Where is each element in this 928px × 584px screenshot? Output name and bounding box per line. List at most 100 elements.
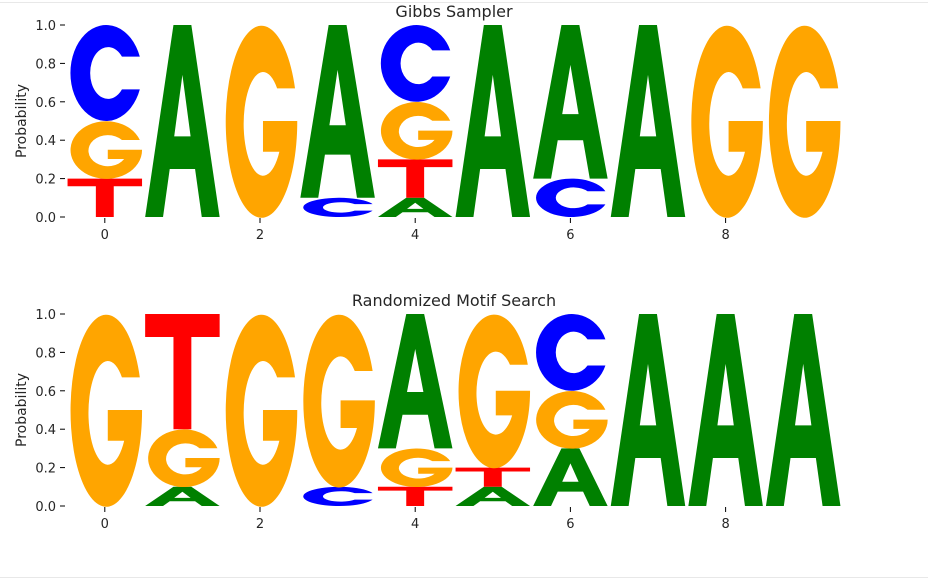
y-axis-label: Probability [14, 373, 30, 447]
letter-C-pos3-shape [303, 197, 373, 217]
letter-T-pos4-shape [377, 159, 453, 198]
letter-T-pos1-shape [145, 314, 220, 430]
y-tick-label: 0.2 [35, 462, 56, 477]
letter-G-pos8 [691, 25, 763, 218]
letter-C-pos0-shape [70, 25, 140, 121]
y-tick-label: 0.4 [35, 134, 56, 149]
letter-G-pos2 [225, 314, 298, 507]
letter-C-pos6-shape [536, 314, 606, 391]
y-tick-label: 1.0 [35, 308, 56, 323]
letter-T-pos5 [455, 467, 531, 487]
letter-A-pos4-shape [377, 314, 453, 449]
y-tick-label: 0.8 [35, 57, 56, 72]
letter-G-pos6 [536, 391, 608, 449]
letter-G-pos9-shape [768, 25, 841, 218]
letter-G-pos4-shape [380, 448, 453, 487]
letter-G-pos4 [380, 448, 453, 487]
y-tick-label: 0.8 [35, 346, 56, 361]
letter-G-pos4 [380, 102, 453, 160]
letter-C-pos0 [70, 25, 140, 121]
letter-C-pos3-shape [303, 486, 373, 506]
letter-A-pos3-shape [300, 25, 375, 198]
letter-T-pos4-shape [377, 486, 453, 506]
y-tick-label: 0.0 [35, 211, 56, 226]
letter-A-pos5-shape [455, 25, 531, 217]
x-tick-label: 6 [566, 517, 574, 532]
letter-A-pos6-shape [533, 25, 608, 179]
letter-T-pos5-shape [455, 467, 531, 487]
letter-C-pos4 [380, 25, 451, 102]
bottom-border [0, 577, 928, 578]
letter-A-pos8 [688, 314, 763, 506]
x-tick-label: 0 [101, 517, 109, 532]
y-axis-label: Probability [14, 84, 30, 158]
letter-C-pos3 [303, 486, 373, 506]
letter-A-pos9 [765, 314, 841, 506]
letter-A-pos7-shape [610, 25, 686, 217]
letter-G-pos5 [458, 314, 531, 469]
letter-G-pos3 [303, 314, 375, 488]
letter-G-pos5-shape [458, 314, 531, 469]
letter-A-pos9-shape [765, 314, 841, 506]
letter-T-pos0 [67, 178, 143, 218]
letter-A-pos1 [145, 486, 220, 506]
x-tick-label: 2 [256, 228, 264, 243]
chart-title: Randomized Motif Search [352, 291, 556, 310]
letter-G-pos6-shape [536, 391, 608, 449]
x-tick-label: 2 [256, 517, 264, 532]
y-tick-label: 0.4 [35, 423, 56, 438]
x-tick-label: 0 [101, 228, 109, 243]
letter-G-pos0 [70, 314, 143, 507]
letter-G-pos2-shape [225, 25, 298, 218]
logo-panel-1: Randomized Motif Search Probability 0.0 0.2… [14, 291, 841, 532]
letter-A-pos4 [377, 197, 453, 217]
letter-C-pos6 [536, 314, 606, 391]
letter-G-pos0-shape [70, 314, 143, 507]
letter-T-pos4 [377, 159, 453, 198]
letter-A-pos3 [300, 25, 375, 198]
letter-G-pos2-shape [225, 314, 298, 507]
x-tick-label: 6 [566, 228, 574, 243]
letter-C-pos6 [536, 178, 606, 217]
x-tick-label: 4 [411, 517, 419, 532]
letter-C-pos4-shape [380, 25, 451, 102]
letter-A-pos6 [533, 25, 608, 179]
letter-A-pos4 [377, 314, 453, 449]
y-tick-label: 0.0 [35, 500, 56, 515]
letter-A-pos7 [610, 314, 686, 506]
letter-G-pos1-shape [148, 429, 220, 488]
letter-A-pos7-shape [610, 314, 686, 506]
letter-A-pos5 [455, 486, 531, 506]
logo-panel-0: Gibbs Sampler Probability 0.0 0.2 0.4 0.6 0.8 1… [14, 2, 841, 243]
letter-G-pos2 [225, 25, 298, 218]
letter-G-pos9 [768, 25, 841, 218]
letter-G-pos0 [70, 121, 143, 179]
x-tick-label: 8 [721, 228, 729, 243]
letter-G-pos8-shape [691, 25, 763, 218]
letter-T-pos4 [377, 486, 453, 506]
letter-A-pos5 [455, 25, 531, 217]
letter-C-pos3 [303, 197, 373, 217]
x-tick-label: 8 [721, 517, 729, 532]
letter-A-pos6-shape [533, 448, 608, 506]
letter-A-pos5-shape [455, 486, 531, 506]
y-tick-label: 0.6 [35, 96, 56, 111]
letter-A-pos7 [610, 25, 686, 217]
letter-G-pos4-shape [380, 102, 453, 160]
letter-G-pos3-shape [303, 314, 375, 488]
y-tick-label: 0.6 [35, 385, 56, 400]
letter-A-pos8-shape [688, 314, 763, 506]
y-tick-label: 0.2 [35, 173, 56, 188]
letter-T-pos1 [145, 314, 220, 430]
letter-A-pos1 [145, 25, 220, 217]
top-border [0, 2, 928, 3]
x-tick-label: 4 [411, 228, 419, 243]
chart-title: Gibbs Sampler [395, 2, 513, 21]
letter-A-pos6 [533, 448, 608, 506]
letter-G-pos1 [148, 429, 220, 488]
letter-A-pos1-shape [145, 486, 220, 506]
letter-A-pos1-shape [145, 25, 220, 217]
letter-C-pos6-shape [536, 178, 606, 217]
